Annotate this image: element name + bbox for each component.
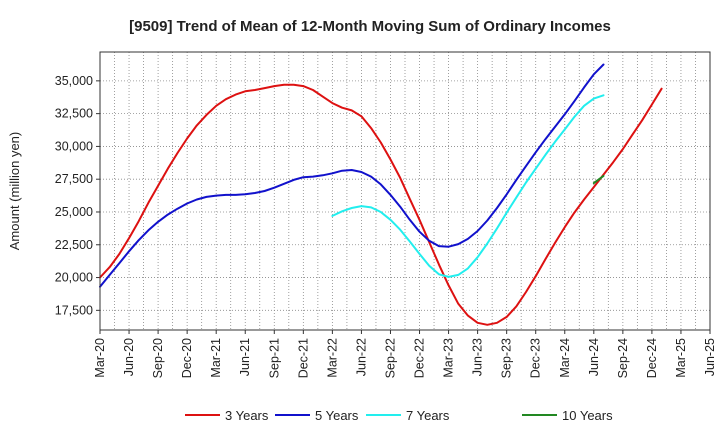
x-tick-label: Jun-20 <box>122 338 136 376</box>
legend-label: 5 Years <box>315 408 359 423</box>
line-chart: [9509] Trend of Mean of 12-Month Moving … <box>0 0 720 440</box>
y-tick-label: 32,500 <box>55 107 93 121</box>
chart-title: [9509] Trend of Mean of 12-Month Moving … <box>129 18 611 35</box>
x-tick-label: Sep-23 <box>500 338 514 378</box>
y-tick-label: 27,500 <box>55 172 93 186</box>
x-tick-label: Jun-22 <box>354 338 368 376</box>
legend-label: 3 Years <box>225 408 269 423</box>
series-lines <box>100 65 662 325</box>
y-tick-label: 17,500 <box>55 303 93 317</box>
y-tick-label: 35,000 <box>55 74 93 88</box>
x-tick-label: Jun-23 <box>471 338 485 376</box>
x-tick-label: Mar-21 <box>209 338 223 378</box>
series-line-5-years <box>100 65 604 287</box>
x-tick-label: Mar-22 <box>325 338 339 378</box>
y-tick-label: 25,000 <box>55 205 93 219</box>
y-tick-label: 22,500 <box>55 238 93 252</box>
x-tick-label: Mar-25 <box>674 338 688 378</box>
x-tick-label: Mar-23 <box>442 338 456 378</box>
y-tick-label: 30,000 <box>55 139 93 153</box>
x-tick-label: Mar-20 <box>93 338 107 378</box>
legend-label: 10 Years <box>562 408 613 423</box>
x-tick-label: Sep-21 <box>267 338 281 378</box>
y-tick-label: 20,000 <box>55 271 93 285</box>
x-tick-label: Dec-23 <box>529 338 543 378</box>
legend-label: 7 Years <box>406 408 450 423</box>
x-tick-label: Dec-22 <box>413 338 427 378</box>
x-tick-label: Dec-20 <box>180 338 194 378</box>
x-tick-label: Jun-24 <box>587 338 601 376</box>
x-tick-label: Sep-24 <box>616 338 630 378</box>
x-tick-label: Mar-24 <box>558 338 572 378</box>
y-axis-label: Amount (million yen) <box>7 132 22 251</box>
x-tick-label: Dec-24 <box>645 338 659 378</box>
series-line-7-years <box>332 95 603 277</box>
x-tick-label: Sep-22 <box>383 338 397 378</box>
x-tick-label: Dec-21 <box>296 338 310 378</box>
x-tick-label: Sep-20 <box>151 338 165 378</box>
x-tick-label: Jun-21 <box>238 338 252 376</box>
grid-lines <box>100 52 710 330</box>
x-tick-label: Jun-25 <box>703 338 717 376</box>
legend: 3 Years 5 Years 7 Years 10 Years <box>185 408 613 423</box>
